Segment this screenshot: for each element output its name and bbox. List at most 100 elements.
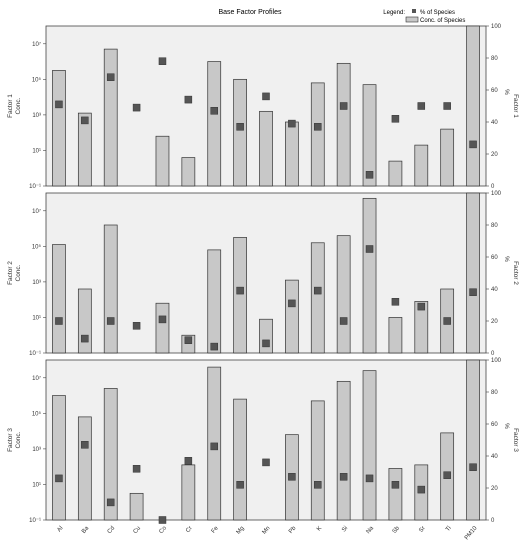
conc-bar-Fe xyxy=(207,249,222,354)
conc-bar-Si xyxy=(336,62,351,187)
percent-marker-Co xyxy=(158,57,167,65)
conc-bar-Pb xyxy=(285,279,299,354)
category-label-Al: Al xyxy=(56,525,64,533)
right-tick-label: 80 xyxy=(491,56,498,62)
category-label-Ti: Ti xyxy=(445,525,453,533)
percent-marker-Si xyxy=(339,473,348,481)
left-tick-label: 10¹ xyxy=(32,482,41,488)
category-label-Cd: Cd xyxy=(107,525,117,535)
conc-bar-PM10 xyxy=(466,359,480,521)
percent-marker-Mg xyxy=(236,286,244,295)
right-tick-label: 80 xyxy=(491,390,498,396)
right-tick-label: 100 xyxy=(491,358,502,364)
category-label-Ba: Ba xyxy=(81,525,91,535)
percent-marker-Mg xyxy=(236,123,244,131)
percent-marker-Co xyxy=(158,516,167,524)
conc-bar-Na xyxy=(362,84,377,187)
conc-bar-Na xyxy=(362,370,377,521)
conc-bar-Si xyxy=(336,235,351,354)
left-tick-label: 10⁷ xyxy=(32,41,41,48)
conc-bar-Ba xyxy=(77,416,92,521)
conc-bar-Ti xyxy=(440,128,455,187)
right-axis-percent: % xyxy=(503,256,510,262)
percent-marker-Sr xyxy=(417,102,426,110)
percent-marker-Cd xyxy=(106,73,115,81)
percent-marker-PM10 xyxy=(469,463,477,471)
conc-bar-Ba xyxy=(77,112,92,187)
right-tick-label: 60 xyxy=(491,255,498,261)
conc-bar-Al xyxy=(52,244,66,354)
conc-bar-Si xyxy=(336,380,351,521)
right-axis-label: Factor 1 xyxy=(512,94,519,118)
left-axis-label: Factor 1 xyxy=(7,94,14,118)
right-tick-label: 40 xyxy=(491,120,498,126)
right-tick-label: 20 xyxy=(491,319,498,325)
percent-marker-Cd xyxy=(106,498,115,507)
percent-marker-Cr xyxy=(184,336,193,344)
right-tick-label: 0 xyxy=(491,184,495,190)
legend-conc-label: Conc. of Species xyxy=(420,18,465,24)
conc-bar-Mg xyxy=(233,398,247,521)
percent-marker-Cu xyxy=(132,103,141,112)
right-tick-label: 80 xyxy=(491,223,498,229)
left-tick-label: 10³ xyxy=(32,280,41,286)
right-tick-label: 0 xyxy=(491,518,495,524)
percent-marker-Ti xyxy=(443,317,451,325)
percent-marker-Si xyxy=(339,102,348,110)
left-tick-label: 10⁷ xyxy=(32,375,41,382)
conc-bar-Mn xyxy=(259,318,273,354)
percent-marker-Mn xyxy=(262,458,270,467)
percent-marker-Ba xyxy=(81,441,89,449)
conc-bar-Sr xyxy=(414,144,429,187)
right-tick-label: 40 xyxy=(491,287,498,293)
percent-marker-Al xyxy=(55,317,63,325)
percent-marker-Sr xyxy=(417,485,426,494)
conc-bar-Na xyxy=(362,197,377,354)
percent-marker-Sb xyxy=(391,298,400,306)
category-label-Cr: Cr xyxy=(185,525,194,534)
conc-bar-Cd xyxy=(103,48,118,187)
legend-heading: Legend: xyxy=(383,10,405,16)
legend: Legend: % of Species Conc. of Species xyxy=(383,9,465,24)
left-tick-label: 10⁷ xyxy=(32,208,41,215)
conc-bar-Ba xyxy=(77,288,92,354)
left-tick-label: 10⁻¹ xyxy=(29,351,41,357)
left-axis-label-unit: Conc. xyxy=(15,264,22,281)
chart-title: Base Factor Profiles xyxy=(218,9,282,16)
percent-marker-Fe xyxy=(210,442,218,451)
category-labels: Al Ba Cd Cu Co Cr Fe Mg Mn Pb K Si Na Sb Sr Ti PM10 xyxy=(56,525,479,541)
conc-bar-Mg xyxy=(233,78,247,187)
conc-bar-Cd xyxy=(103,388,118,521)
legend-conc-swatch xyxy=(405,16,419,23)
right-axis-label: Factor 2 xyxy=(512,261,519,285)
conc-bar-Al xyxy=(52,395,66,521)
legend-percent-marker xyxy=(412,9,416,13)
percent-marker-Ba xyxy=(81,116,89,125)
conc-bar-Mg xyxy=(233,237,247,354)
conc-bar-Co xyxy=(155,135,170,187)
category-label-Pb: Pb xyxy=(288,525,298,535)
left-tick-label: 10³ xyxy=(32,113,41,119)
percent-marker-Ti xyxy=(443,471,451,479)
percent-marker-Pb xyxy=(288,299,296,308)
percent-marker-Pb xyxy=(288,119,296,128)
conc-bar-Cu xyxy=(129,492,144,521)
left-tick-label: 10⁻¹ xyxy=(29,184,41,190)
left-tick-label: 10³ xyxy=(32,447,41,453)
conc-bar-Pb xyxy=(285,121,299,187)
percent-marker-Fe xyxy=(210,107,218,115)
conc-bar-K xyxy=(310,400,325,521)
conc-bar-PM10 xyxy=(466,25,480,187)
legend-percent-label: % of Species xyxy=(420,10,455,16)
right-tick-label: 60 xyxy=(491,88,498,94)
percent-marker-K xyxy=(314,123,322,131)
percent-marker-Sb xyxy=(391,115,400,123)
conc-bar-Sb xyxy=(388,317,403,354)
category-label-Sb: Sb xyxy=(392,525,402,535)
percent-marker-Na xyxy=(365,245,374,253)
category-label-Si: Si xyxy=(341,525,349,533)
category-label-Co: Co xyxy=(158,525,168,535)
